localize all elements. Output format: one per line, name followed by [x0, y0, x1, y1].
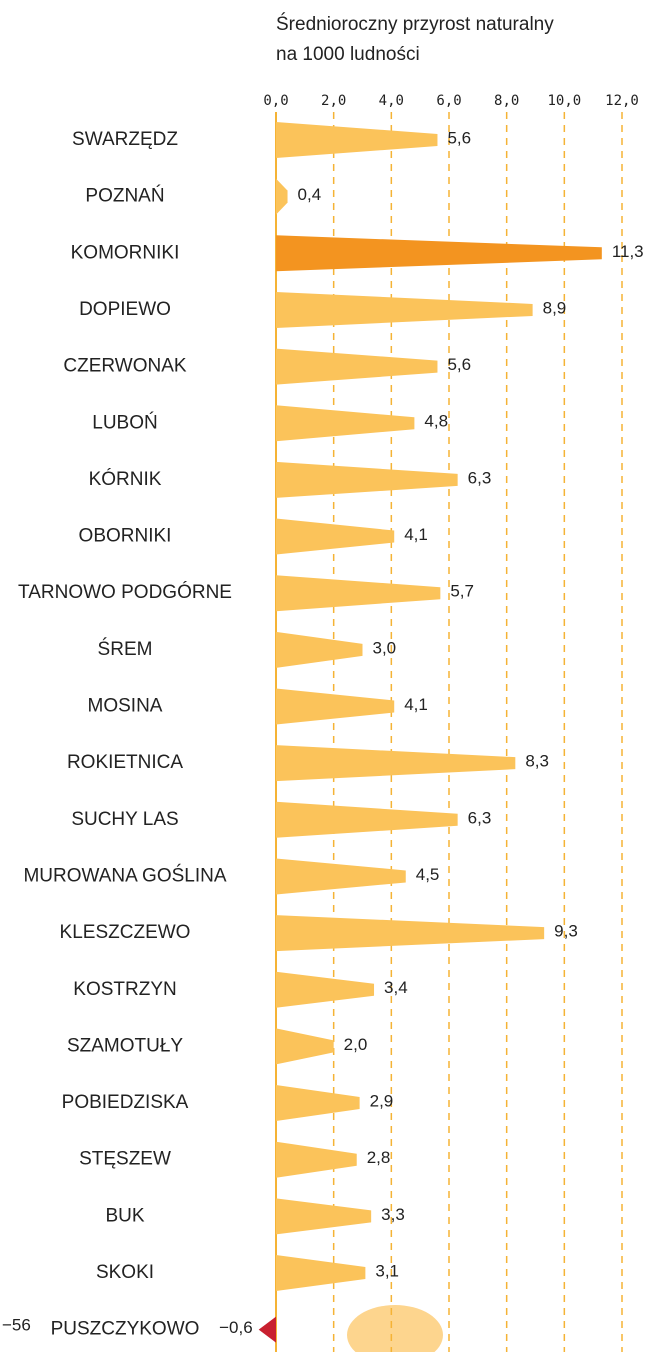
chart-title: na 1000 ludności: [276, 44, 420, 65]
bar: [276, 632, 363, 668]
bar: [276, 1255, 365, 1291]
bar: [276, 1198, 371, 1234]
category-label: ŚREM: [98, 638, 153, 660]
value-label: 5,7: [450, 582, 474, 601]
bar: [276, 462, 458, 498]
category-label: SKOKI: [96, 1262, 154, 1283]
category-label: OBORNIKI: [79, 526, 172, 547]
value-label: 6,3: [468, 468, 492, 487]
category-label: MUROWANA GOŚLINA: [23, 864, 226, 886]
category-label: POZNAŃ: [85, 186, 164, 207]
decoration-blob: [347, 1305, 443, 1352]
category-label: TARNOWO PODGÓRNE: [18, 581, 232, 603]
bar: [276, 915, 544, 951]
category-label: LUBOŃ: [92, 412, 157, 433]
bar: [276, 802, 458, 838]
category-label: KOSTRZYN: [73, 979, 176, 1000]
category-label: PUSZCZYKOWO: [51, 1319, 200, 1340]
bar: [276, 179, 288, 215]
value-label: 3,4: [384, 978, 408, 997]
bar: [276, 405, 414, 441]
value-label: 3,1: [375, 1261, 399, 1280]
x-tick-label: 6,0: [436, 93, 461, 109]
value-label: 2,8: [367, 1148, 391, 1167]
category-label: KÓRNIK: [89, 468, 162, 490]
category-label: POBIEDZISKA: [62, 1092, 189, 1113]
value-label: 0,4: [298, 185, 322, 204]
category-label: ROKIETNICA: [67, 752, 183, 773]
value-label: 4,8: [424, 412, 448, 431]
x-tick-label: 12,0: [605, 93, 639, 109]
value-label: 6,3: [468, 808, 492, 827]
value-label: 4,1: [404, 695, 428, 714]
category-label: DOPIEWO: [79, 299, 171, 320]
bar: [276, 1142, 357, 1178]
value-label: 3,0: [373, 638, 397, 657]
value-label: 3,3: [381, 1205, 405, 1224]
chart: Średnioroczny przyrost naturalny na 1000…: [0, 0, 655, 1352]
x-tick-label: 2,0: [321, 93, 346, 109]
category-label: SWARZĘDZ: [72, 129, 178, 150]
value-label: 4,1: [404, 525, 428, 544]
bar: [276, 349, 437, 385]
bar: [276, 745, 515, 781]
category-label: MOSINA: [88, 696, 163, 717]
category-label: BUK: [105, 1205, 144, 1226]
category-label: SUCHY LAS: [71, 809, 178, 830]
x-tick-label: 8,0: [494, 93, 519, 109]
value-label: 4,5: [416, 865, 440, 884]
bar: [276, 519, 394, 555]
category-label: KLESZCZEWO: [60, 922, 191, 943]
value-label: 11,3: [612, 242, 644, 261]
annotation: −56: [2, 1315, 31, 1334]
x-tick-label: 0,0: [263, 93, 288, 109]
bar: [276, 1028, 334, 1064]
bar: [276, 858, 406, 894]
category-label: SZAMOTUŁY: [67, 1035, 183, 1056]
value-label: 9,3: [554, 922, 578, 941]
bar: [259, 1317, 276, 1343]
value-label: 8,3: [525, 752, 549, 771]
bar: [276, 972, 374, 1008]
bar: [276, 689, 394, 725]
value-label: 5,6: [447, 128, 471, 147]
value-label: 2,9: [370, 1092, 394, 1111]
value-label: 2,0: [344, 1035, 368, 1054]
chart-title: Średnioroczny przyrost naturalny: [276, 13, 554, 35]
category-label: STĘSZEW: [79, 1149, 171, 1170]
bar: [276, 1085, 360, 1121]
x-tick-label: 4,0: [379, 93, 404, 109]
bar: [276, 292, 533, 328]
bar: [276, 575, 440, 611]
category-label: KOMORNIKI: [71, 242, 180, 263]
value-label: 8,9: [543, 298, 567, 317]
value-label: −0,6: [219, 1318, 253, 1337]
x-tick-label: 10,0: [547, 93, 581, 109]
bar: [276, 122, 437, 158]
value-label: 5,6: [447, 355, 471, 374]
bar: [276, 235, 602, 271]
category-label: CZERWONAK: [63, 356, 186, 377]
